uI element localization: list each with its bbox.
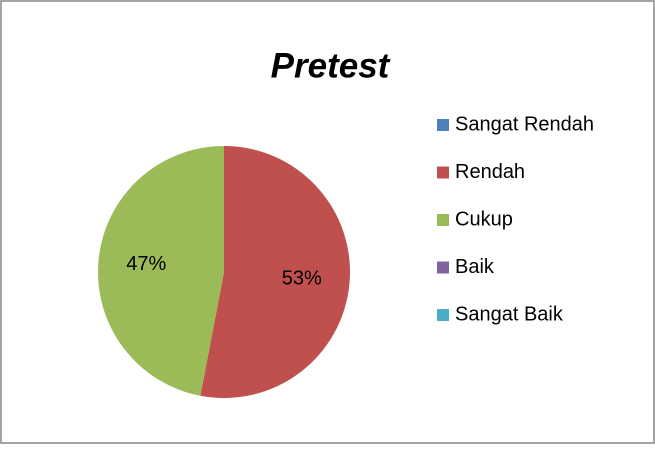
data-label: 53% <box>282 268 322 290</box>
legend-swatch <box>437 166 449 179</box>
chart-title: Pretest <box>271 46 391 85</box>
legend-label: Sangat Rendah <box>455 113 594 135</box>
legend-label: Baik <box>455 256 495 278</box>
legend-label: Cukup <box>455 208 513 230</box>
legend-swatch <box>437 309 449 321</box>
data-label: 47% <box>126 253 166 275</box>
legend-swatch <box>437 214 449 226</box>
pie-slice <box>98 146 224 396</box>
legend-label: Sangat Baik <box>455 303 564 325</box>
legend-label: Rendah <box>455 161 525 183</box>
pie-slice <box>200 146 351 398</box>
legend-swatch <box>437 119 449 131</box>
legend-swatch <box>437 261 449 274</box>
